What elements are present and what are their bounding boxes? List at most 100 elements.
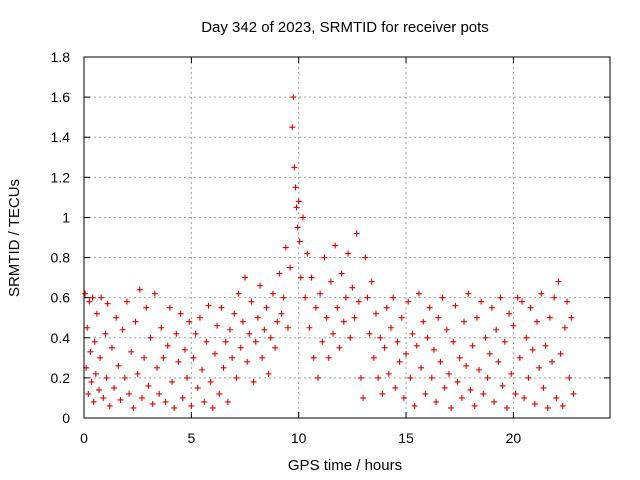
x-tick-label: 5 — [187, 430, 195, 446]
data-point — [90, 398, 97, 405]
data-point — [192, 330, 199, 337]
data-point — [542, 342, 549, 349]
data-point — [463, 362, 470, 369]
data-point — [92, 370, 99, 377]
data-point — [405, 298, 412, 305]
plot-frame — [83, 56, 611, 419]
data-point — [97, 354, 104, 361]
data-point — [248, 298, 255, 305]
data-point — [441, 384, 448, 391]
data-point — [428, 374, 435, 381]
data-point — [231, 310, 238, 317]
data-point — [186, 318, 193, 325]
data-point — [465, 290, 472, 297]
data-point — [372, 310, 379, 317]
data-point — [422, 390, 429, 397]
data-point — [357, 374, 364, 381]
data-point — [398, 314, 405, 321]
data-point — [327, 278, 334, 285]
data-point — [295, 198, 302, 205]
data-point — [454, 378, 461, 385]
data-point — [467, 386, 474, 393]
data-point — [280, 294, 287, 301]
data-point — [143, 304, 150, 311]
data-point — [480, 390, 487, 397]
data-point — [103, 374, 110, 381]
data-point — [267, 334, 274, 341]
data-point — [499, 382, 506, 389]
data-point — [491, 398, 498, 405]
data-point — [426, 304, 433, 311]
y-tick-labels: 0 0.2 0.4 0.6 0.8 1 1.2 1.4 1.6 1.8 — [51, 49, 71, 426]
data-point — [557, 350, 564, 357]
data-point — [257, 282, 264, 289]
data-point — [84, 324, 91, 331]
data-point — [226, 326, 233, 333]
data-point — [246, 330, 253, 337]
data-point — [128, 348, 135, 355]
data-point — [272, 344, 279, 351]
data-point — [332, 242, 339, 249]
data-point — [375, 374, 382, 381]
data-point — [411, 402, 418, 409]
data-point — [115, 362, 122, 369]
data-point — [430, 346, 437, 353]
data-point — [289, 124, 296, 131]
data-point — [418, 364, 425, 371]
y-tick-label: 1 — [62, 209, 70, 225]
data-point — [199, 366, 206, 373]
data-point — [536, 364, 543, 371]
data-point — [265, 370, 272, 377]
data-point — [330, 330, 337, 337]
data-point — [424, 334, 431, 341]
data-point — [308, 274, 315, 281]
data-point — [98, 294, 105, 301]
data-point — [96, 386, 103, 393]
data-point — [566, 374, 573, 381]
data-point — [435, 314, 442, 321]
data-point — [91, 338, 98, 345]
data-point — [233, 374, 240, 381]
data-point — [274, 318, 281, 325]
data-point — [141, 354, 148, 361]
data-point — [216, 390, 223, 397]
data-point — [211, 350, 218, 357]
data-point — [396, 358, 403, 365]
data-point — [188, 402, 195, 409]
data-point — [106, 402, 113, 409]
data-point — [390, 294, 397, 301]
data-point — [445, 370, 452, 377]
data-point — [87, 348, 94, 355]
data-point — [310, 354, 317, 361]
data-point — [294, 224, 301, 231]
data-point — [452, 302, 459, 309]
data-point — [261, 326, 268, 333]
data-point — [366, 330, 373, 337]
tick-marks — [83, 56, 610, 419]
data-point — [184, 374, 191, 381]
x-axis-label: GPS time / hours — [288, 457, 402, 474]
data-point — [469, 342, 476, 349]
data-point — [250, 378, 257, 385]
data-point — [218, 304, 225, 311]
data-point — [147, 334, 154, 341]
data-point — [306, 324, 313, 331]
data-point — [484, 374, 491, 381]
data-point — [117, 396, 124, 403]
data-point — [570, 390, 577, 397]
data-point — [315, 374, 322, 381]
data-point — [299, 214, 306, 221]
data-point — [284, 324, 291, 331]
data-point — [319, 338, 326, 345]
data-point — [162, 398, 169, 405]
data-point — [456, 354, 463, 361]
data-point — [450, 338, 457, 345]
data-point — [111, 384, 118, 391]
data-point — [292, 184, 299, 191]
data-point — [175, 358, 182, 365]
data-point — [224, 398, 231, 405]
data-point — [113, 314, 120, 321]
data-point — [205, 302, 212, 309]
x-tick-label: 0 — [80, 430, 88, 446]
data-point — [458, 394, 465, 401]
